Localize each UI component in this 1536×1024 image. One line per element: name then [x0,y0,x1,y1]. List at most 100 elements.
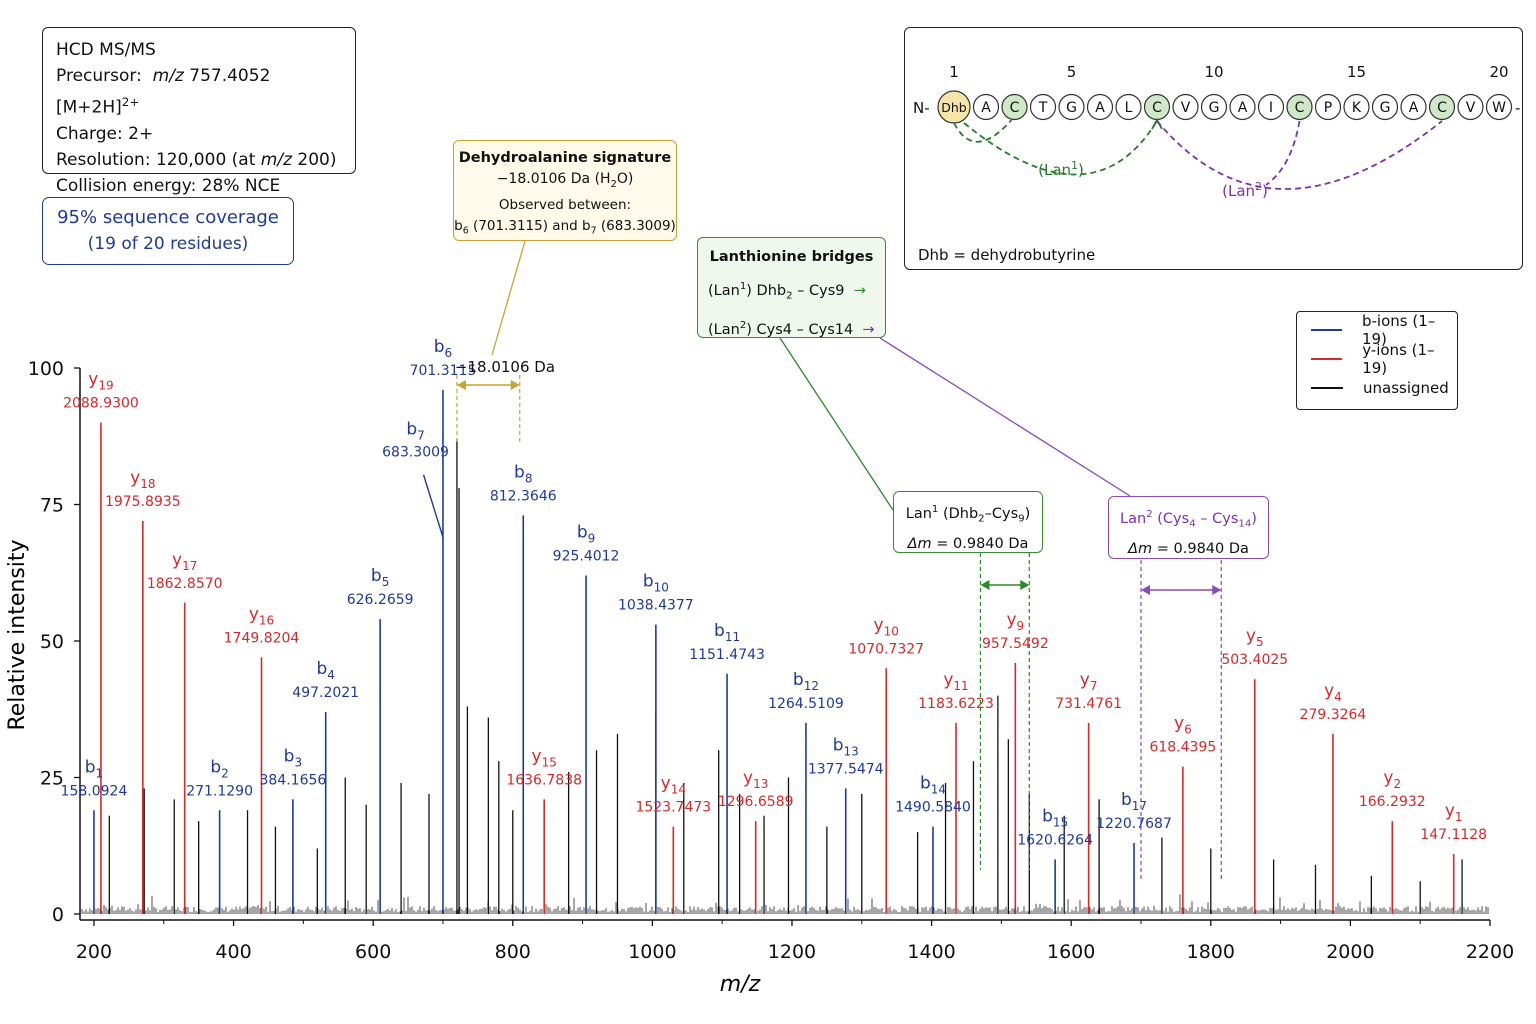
lan2-bridge-short [1265,120,1301,186]
lan1-bridge-short [953,119,1013,143]
coverage-percent: 95% sequence coverage [57,207,279,228]
noise-floor [81,894,1489,914]
axes: 200 400 600 800 1000 1200 1400 1600 1800 2000 2200… [28,358,1514,963]
b-ion-label: b7 [406,420,424,443]
dehydroalanine-box: Dehydroalanine signature −18.0106 Da (H2… [453,140,677,241]
y-ion-label: y2 [1383,768,1401,791]
b-ion-mz: 1220.7687 [1096,816,1172,832]
legend-item-b: b-ions (1–19) [1311,312,1457,348]
b-ion-label: b2 [210,757,228,780]
residue-letter: I [1269,100,1273,116]
residue-letter: W [1492,100,1506,116]
info-precursor: Precursor: m/z 757.4052 [M+2H]2+ [56,66,271,118]
y-ion-mz: 1749.8204 [224,630,300,646]
y-axis-label: Relative intensity [5,539,30,730]
sequence-diagram: N-Dhb1ACTG5ALCVG10AICPK15GACVW20-C(Lan1)… [913,63,1521,264]
b-ion-label: b12 [793,670,819,693]
noise-peaks [81,894,1489,914]
b-ion-mz: 271.1290 [186,783,253,799]
dha-span-arrow-head-right [510,380,520,390]
residue-letter: L [1125,100,1133,116]
dha-title: Dehydroalanine signature [458,150,672,166]
lan1-bridge [963,120,1158,176]
lan-title: Lanthionine bridges [709,249,874,265]
y-ion-mz: 1862.8570 [147,576,223,592]
info-collision: Collision energy: 28% NCE [56,175,281,196]
lan1-seq-label: (Lan1) [1038,159,1084,179]
lan-row-1: (Lan1) Dhb2 – Cys9 → [708,281,866,302]
y-ion-mz: 957.5492 [982,636,1049,652]
legend-swatch [1311,387,1343,389]
b-ion-label: b3 [284,746,302,769]
residue-letter: Dhb [941,100,967,115]
y-ion-mz: 1975.8935 [105,494,181,510]
x-tick-label: 200 [76,941,112,963]
residue-circle [972,93,1000,121]
x-tick-label: 1400 [907,941,955,963]
residue-letter: C [1295,100,1305,116]
y-ion-label: y16 [249,604,274,627]
residue-circle [1001,93,1028,121]
b-ion-label: b9 [577,522,595,545]
residue-letter: A [1409,100,1419,116]
residue-circle [1086,93,1114,121]
b-ion-mz: 1264.5109 [768,696,844,712]
legend-item-unassigned: unassigned [1311,377,1449,399]
y-ion-mz: 2088.9300 [63,396,139,412]
lan-row-2: (Lan2) Cys4 – Cys14 → [708,319,875,338]
lan2-delta-box: Lan2 (Cys4 – Cys14) Δm = 0.9840 Da [1108,496,1269,559]
residue-circle [1400,93,1427,121]
b-ion-label: b8 [514,462,532,485]
dha-delta-label: −18.0106 Da [455,358,555,376]
residue-letter: P [1324,100,1332,116]
y-ion-mz: 147.1128 [1420,827,1487,843]
b-ion-mz: 384.1656 [259,772,326,788]
residue-circle [1115,93,1142,121]
b-ion-label: b1 [85,757,103,780]
y-ion-label: y19 [88,370,113,393]
x-tick-label: 400 [215,941,251,963]
b-ion-mz: 1151.4743 [689,647,765,663]
y-tick-label: 75 [40,495,64,517]
residue-letter: C [1437,100,1447,116]
purple-arrow-icon: → [862,321,875,338]
lan2-seq-label: (Lan2) [1222,180,1268,200]
lan2-title: Lan2 (Cys4 – Cys14) [1120,509,1257,530]
y-ion-label: y17 [172,550,197,573]
y-tick-label: 100 [28,358,64,380]
y-tick-label: 0 [52,904,64,926]
info-charge: Charge: 2+ [56,123,154,144]
y-ion-peaks [100,422,1455,914]
y-ion-mz: 1523.7473 [635,800,711,816]
residue-circle [1343,93,1370,121]
lan1-span-arrow-head-right [1020,580,1030,590]
residue-circle [1485,93,1513,121]
n-terminus: N- [913,99,930,117]
residue-circle [1229,93,1256,121]
position-number: 20 [1489,63,1508,81]
position-number: 5 [1067,63,1077,81]
y-ion-label: y7 [1080,670,1098,693]
x-tick-label: 800 [495,941,531,963]
y-ion-mz: 1296.6589 [718,794,794,810]
b-ion-label: b11 [714,621,740,644]
lan2-connector [879,337,1131,497]
residue-circle [1172,93,1199,121]
b-ion-peaks [93,389,1135,914]
residue-circle [1029,93,1057,121]
b-ion-mz: 1038.4377 [618,598,694,614]
x-tick-label: 2000 [1326,941,1374,963]
legend: b-ions (1–19) y-ions (1–19) unassigned [1296,311,1458,410]
b-ion-mz: 497.2021 [292,685,359,701]
b-ion-label: b14 [920,774,946,797]
residue-letter: A [981,100,991,116]
dhb-footnote: Dhb = dehydrobutyrine [918,246,1095,264]
residue-letter: T [1038,100,1048,116]
coverage-residues: (19 of 20 residues) [87,234,249,254]
legend-swatch [1311,329,1342,331]
residue-circle [1257,93,1285,121]
dha-observed: Observed between: [498,196,632,213]
position-number: 15 [1347,63,1366,81]
y-ion-label: y14 [661,774,686,797]
y-ion-mz: 503.4025 [1221,652,1288,668]
